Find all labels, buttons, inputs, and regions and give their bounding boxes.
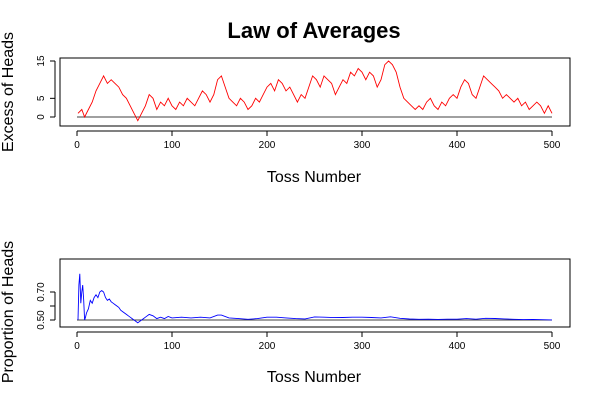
y-axis-proportion: 0.50 0.70 — [36, 282, 56, 330]
x-tick-label: 100 — [164, 140, 181, 151]
x-tick-label: 300 — [354, 140, 371, 151]
y-axis-label-proportion: Proportion of Heads — [0, 241, 17, 383]
y-axis-excess: 0 5 15 — [36, 55, 56, 120]
x-tick-label: 0 — [74, 140, 80, 151]
y-tick-label: 5 — [36, 95, 47, 101]
panel-excess-heads: 0 100 200 300 400 500 0 5 15 Toss Number Excess… — [0, 32, 571, 186]
plot-frame-excess — [59, 57, 571, 127]
x-axis-proportion: 0 100 200 300 400 500 — [74, 331, 561, 352]
panel-proportion-heads: 0 100 200 300 400 500 0.50 0.70 Toss Number Pr… — [0, 241, 571, 386]
x-axis-label-excess: Toss Number — [267, 169, 362, 186]
y-tick-label: 0.70 — [36, 282, 47, 302]
figure-title: Law of Averages — [227, 18, 400, 43]
y-tick-label: 0.50 — [36, 310, 47, 330]
x-tick-label: 400 — [449, 341, 466, 352]
y-tick-label: 0 — [36, 114, 47, 120]
excess-heads-series — [77, 60, 553, 122]
x-tick-label: 500 — [544, 341, 561, 352]
x-axis-excess: 0 100 200 300 400 500 — [74, 130, 561, 151]
x-tick-label: 500 — [544, 140, 561, 151]
x-tick-label: 100 — [164, 341, 181, 352]
x-tick-label: 400 — [449, 140, 466, 151]
x-tick-label: 200 — [259, 341, 276, 352]
x-tick-label: 200 — [259, 140, 276, 151]
x-axis-label-proportion: Toss Number — [267, 369, 362, 386]
x-tick-label: 300 — [354, 341, 371, 352]
y-tick-label: 15 — [36, 55, 47, 67]
y-axis-label-excess: Excess of Heads — [0, 32, 17, 152]
x-tick-label: 0 — [74, 341, 80, 352]
proportion-heads-series — [77, 273, 553, 324]
plot-frame-proportion — [59, 258, 571, 328]
